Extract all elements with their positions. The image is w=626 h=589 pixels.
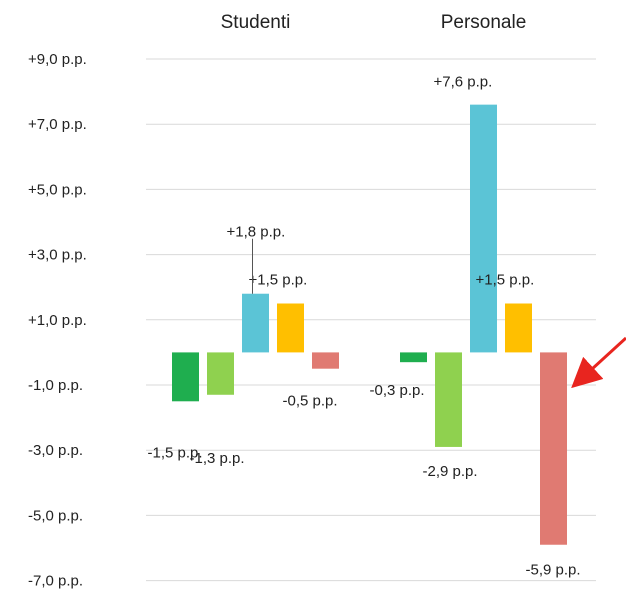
bar <box>172 352 199 402</box>
data-label: -2,9 p.p. <box>423 463 478 480</box>
y-tick-label: +3,0 p.p. <box>28 247 87 264</box>
bar <box>277 303 304 353</box>
bar <box>435 352 462 447</box>
bars <box>172 104 567 545</box>
y-tick-label: +5,0 p.p. <box>28 181 87 198</box>
bar <box>540 352 567 545</box>
bar <box>242 293 269 353</box>
data-label: -1,3 p.p. <box>190 450 245 467</box>
data-label: -1,5 p.p. <box>148 444 203 461</box>
bar <box>400 352 427 363</box>
data-label: +1,8 p.p. <box>227 224 286 241</box>
y-tick-label: -7,0 p.p. <box>28 573 83 589</box>
bar <box>312 352 339 369</box>
y-axis-tick-labels: +9,0 p.p. +7,0 p.p. +5,0 p.p. +3,0 p.p. +1,0… <box>28 51 87 589</box>
group-title: Studenti <box>221 12 291 33</box>
data-label: -0,5 p.p. <box>283 393 338 410</box>
annotation-arrow <box>571 336 626 389</box>
data-label: +7,6 p.p. <box>434 74 493 91</box>
data-label: -5,9 p.p. <box>526 562 581 579</box>
y-tick-label: +9,0 p.p. <box>28 51 87 68</box>
y-tick-label: -1,0 p.p. <box>28 377 83 394</box>
y-tick-label: +1,0 p.p. <box>28 312 87 329</box>
bar <box>207 352 234 395</box>
bar <box>505 303 532 353</box>
data-label: +1,5 p.p. <box>476 272 535 289</box>
data-label: +1,5 p.p. <box>249 272 308 289</box>
group-titles: Studenti Personale <box>221 12 527 33</box>
y-tick-label: -5,0 p.p. <box>28 507 83 524</box>
y-tick-label: -3,0 p.p. <box>28 442 83 459</box>
data-label: -0,3 p.p. <box>370 382 425 399</box>
data-labels: -1,5 p.p. -0,3 p.p. -1,3 p.p. -2,9 p.p. +1,8… <box>148 74 581 579</box>
bar <box>470 104 497 353</box>
y-tick-label: +7,0 p.p. <box>28 116 87 133</box>
group-title: Personale <box>441 12 527 33</box>
